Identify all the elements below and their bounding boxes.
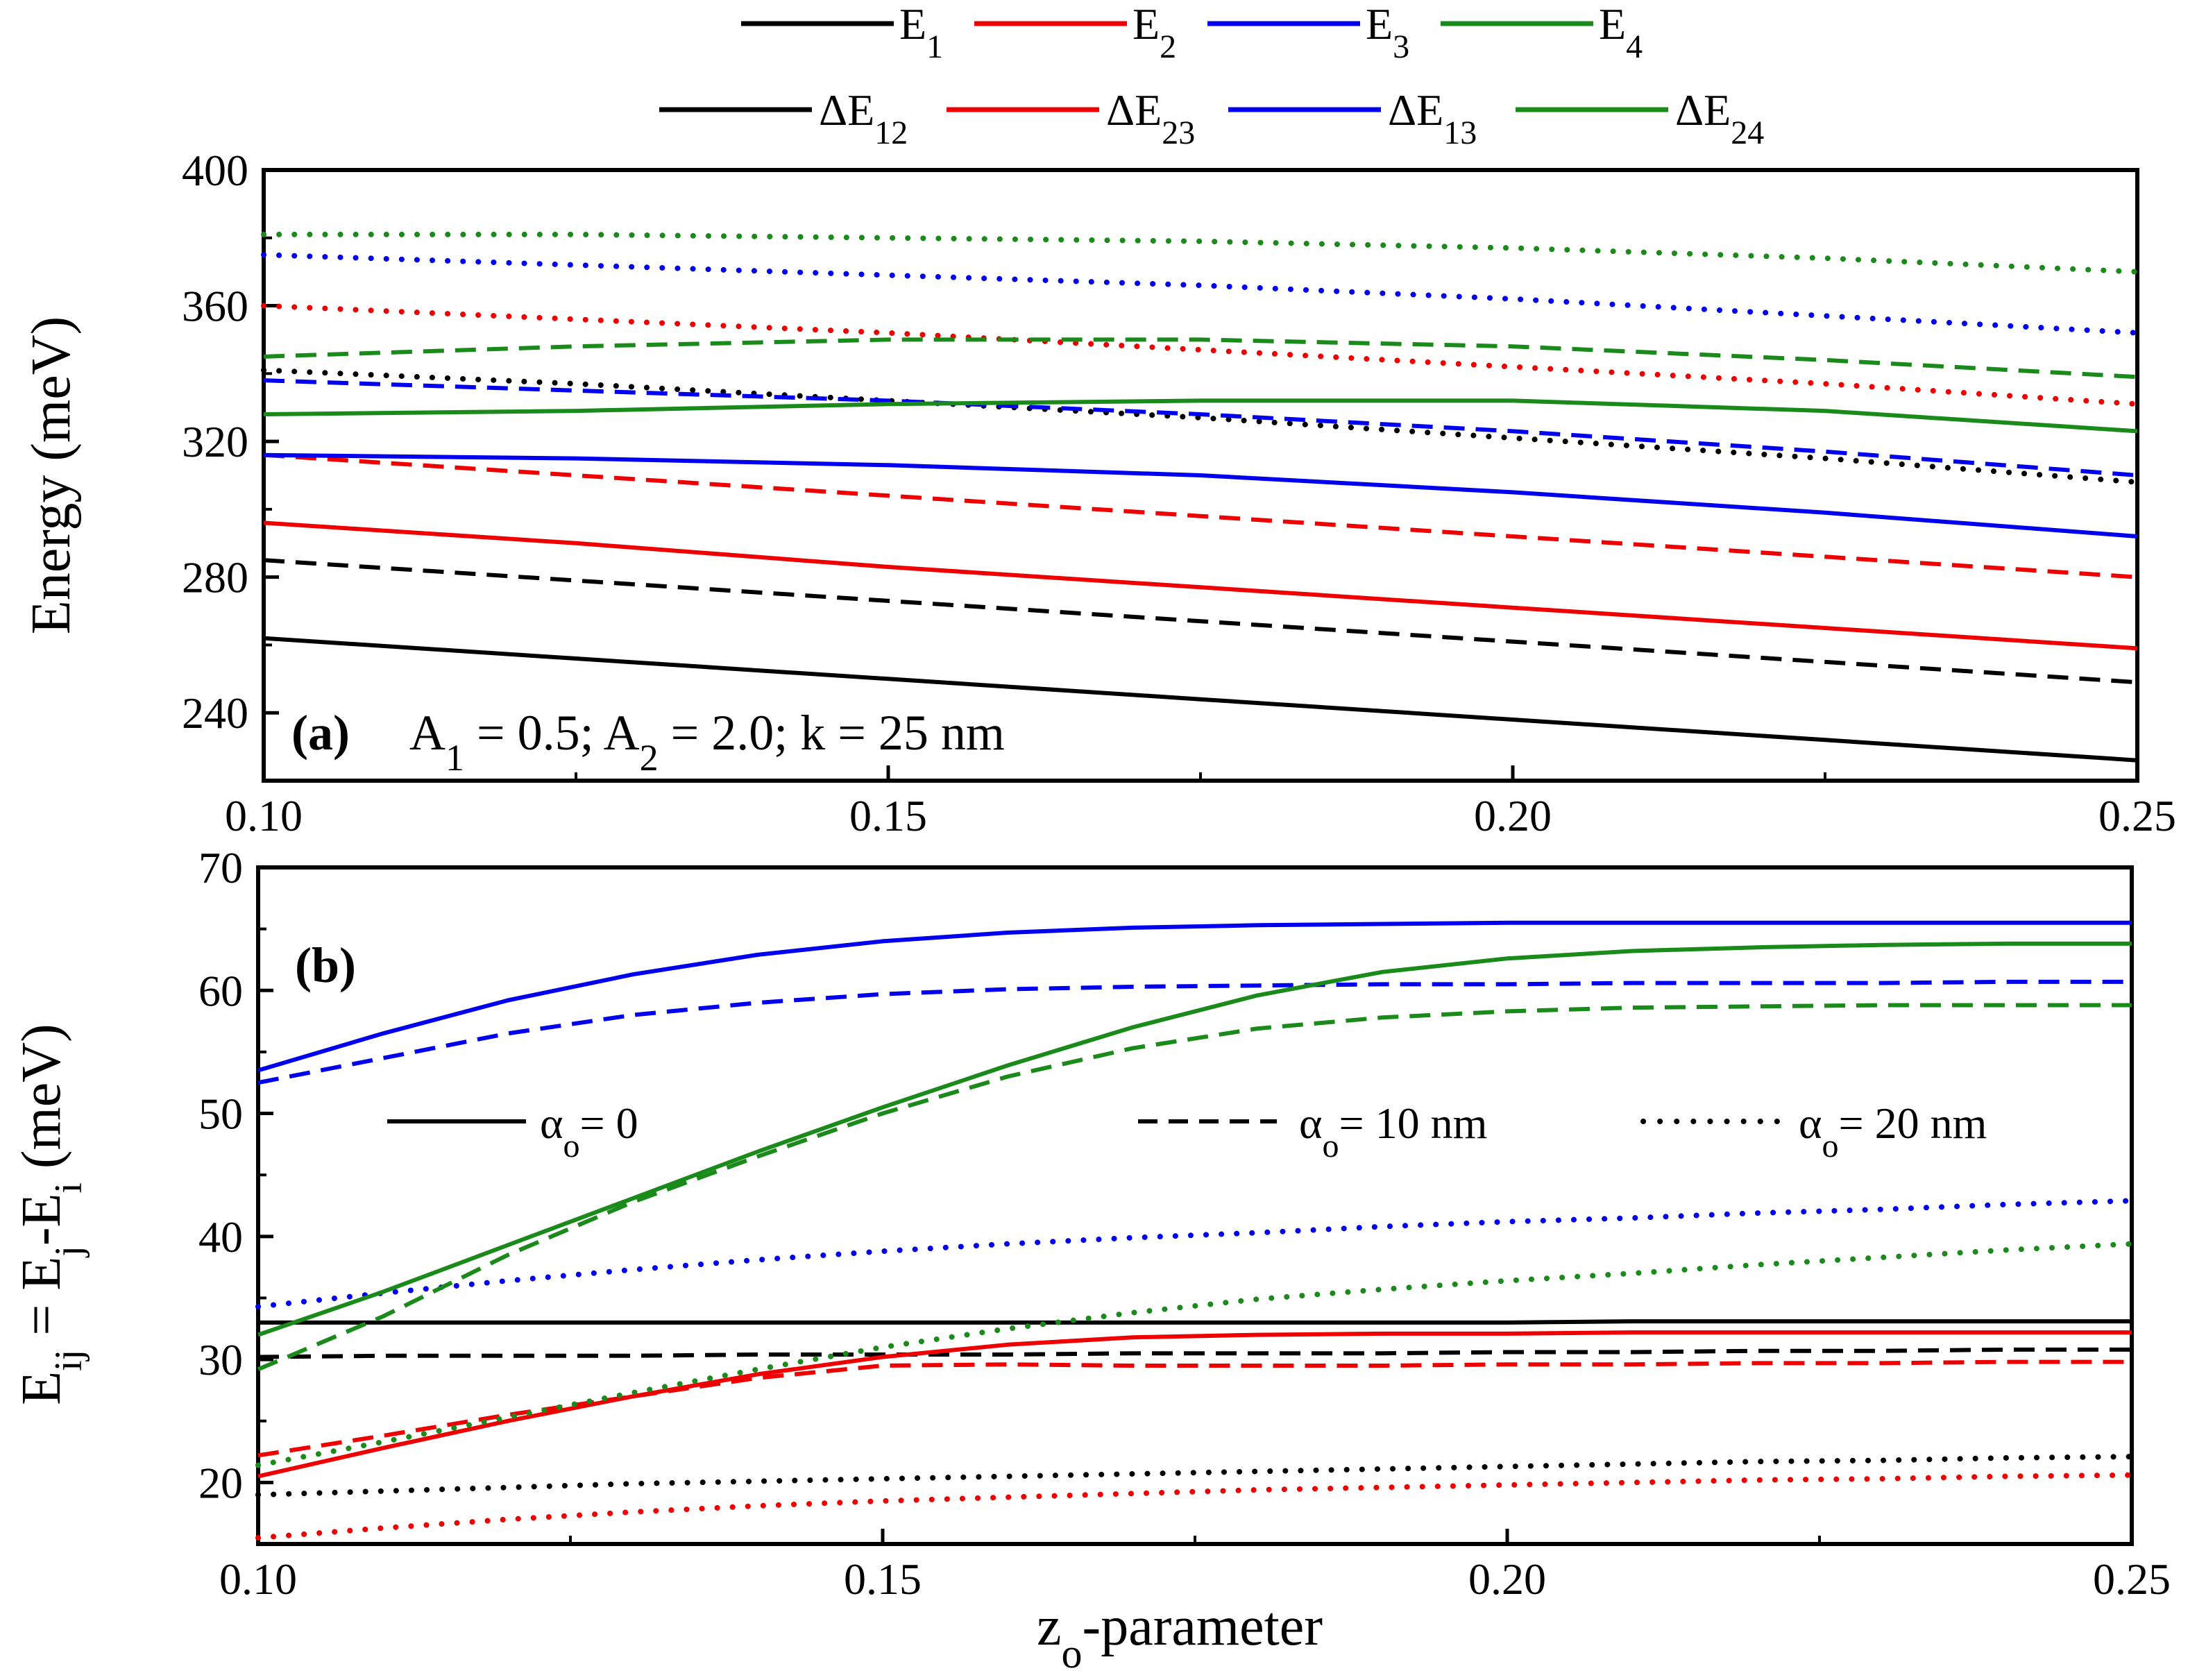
- x-tick-label: 0.15: [844, 1554, 922, 1604]
- legend-label-e4: E4: [1599, 0, 1643, 65]
- series-line: E1 (α=0): [263, 636, 2138, 763]
- legend-label-e1: E1: [899, 0, 943, 65]
- x-tick-label: 0.10: [219, 1554, 297, 1604]
- panel-b-y-axis-label: Eij = Ej-Ei (meV): [11, 1024, 90, 1405]
- series-line: ΔE12 (α=0): [258, 1319, 2132, 1325]
- legend-label-de23: ΔE23: [1106, 85, 1195, 151]
- y-tick-label: 40: [198, 1212, 243, 1262]
- y-tick-label: 280: [182, 553, 248, 602]
- series-line: ΔE13 (α=0): [257, 920, 2132, 1073]
- x-tick-label: 0.25: [2098, 791, 2176, 840]
- series-line: ΔE23 (α=0): [257, 1330, 2132, 1479]
- y-tick-label: 360: [182, 282, 248, 331]
- series-line: E1 (α=20 nm): [261, 367, 2140, 485]
- series-line: E3 (α=20 nm): [261, 252, 2140, 336]
- series-line: ΔE23 (α=10 nm): [257, 1359, 2132, 1458]
- series-legend: E1 E2 E3 E4 ΔE12 ΔE23 ΔE13 ΔE24: [659, 0, 1764, 151]
- series-line: E2 (α=0): [263, 520, 2138, 651]
- style-legend-solid-label: αo= 0: [540, 1098, 638, 1164]
- x-tick-label: 0.15: [849, 791, 927, 840]
- series-line: E4 (α=0): [263, 398, 2138, 434]
- style-legend: αo= 0 αo= 10 nm αo= 20 nm: [387, 1098, 1987, 1164]
- param-k-value: 25 nm: [879, 705, 1005, 761]
- panel-a-label: (a): [291, 705, 350, 761]
- series-line: ΔE12 (α=20 nm): [255, 1454, 2135, 1498]
- x-tick-label: 0.10: [225, 791, 303, 840]
- x-tick-label: 0.20: [1468, 1554, 1546, 1604]
- series-line: ΔE24 (α=20 nm): [255, 1241, 2135, 1468]
- param-a1-sub: 1: [446, 737, 464, 779]
- series-line: E3 (α=0): [263, 452, 2138, 538]
- series-line: ΔE13 (α=10 nm): [257, 979, 2132, 1085]
- param-a2-sub: 2: [640, 737, 659, 779]
- y-tick-label: 320: [182, 417, 248, 466]
- y-tick-label: 30: [198, 1335, 243, 1384]
- y-tick-label: 20: [198, 1458, 243, 1507]
- panel-b-frame: [256, 865, 2134, 1546]
- panel-b-label: (b): [295, 937, 356, 993]
- series-line: ΔE12 (α=10 nm): [257, 1347, 2132, 1359]
- legend-label-e2: E2: [1133, 0, 1176, 65]
- series-line: ΔE13 (α=20 nm): [255, 1198, 2135, 1309]
- x-tick-label: 0.25: [2093, 1554, 2171, 1604]
- panel-a-y-axis-label: Energy (meV): [21, 316, 82, 634]
- legend-label-de24: ΔE24: [1675, 85, 1764, 151]
- panel-a-series: E1 (α=0)E1 (α=10 nm) E1 (α=20 nm) E2 (α=0)…: [261, 231, 2140, 763]
- series-line: E3 (α=10 nm): [263, 378, 2138, 477]
- panel-b-ticks: 0.10 0.15 0.20 0.25 20 30 40 50 60 70: [198, 843, 2171, 1604]
- series-line: E2 (α=20 nm): [261, 303, 2140, 407]
- param-a2-value: 2.0: [711, 705, 774, 761]
- style-legend-dashed-label: αo= 10 nm: [1299, 1098, 1487, 1164]
- y-tick-label: 50: [198, 1089, 243, 1139]
- param-a1-value: 0.5: [518, 705, 580, 761]
- series-line: E1 (α=10 nm): [263, 558, 2138, 685]
- y-tick-label: 400: [182, 146, 248, 195]
- y-tick-label: 60: [198, 966, 243, 1015]
- style-legend-dotted-label: αo= 20 nm: [1799, 1098, 1987, 1164]
- y-tick-label: 240: [182, 688, 248, 738]
- panel-a: 0.10 0.15 0.20 0.25 240 280 320 360 400 E1 (α=0)…: [21, 146, 2176, 840]
- legend-label-e3: E3: [1366, 0, 1409, 65]
- y-tick-label: 70: [198, 843, 243, 892]
- legend-label-de12: ΔE12: [819, 85, 908, 151]
- series-line: ΔE24 (α=10 nm): [257, 1003, 2132, 1372]
- series-line: E4 (α=20 nm): [261, 231, 2140, 275]
- legend-label-de13: ΔE13: [1388, 85, 1477, 151]
- panel-b-x-axis-label: zo-parameter: [1037, 1596, 1323, 1677]
- panel-a-ticks: 0.10 0.15 0.20 0.25 240 280 320 360 400: [182, 146, 2176, 840]
- series-line: ΔE24 (α=0): [257, 941, 2132, 1337]
- series-line: E2 (α=10 nm): [263, 452, 2138, 579]
- x-tick-label: 0.20: [1474, 791, 1552, 840]
- panel-a-parameters: A1 = 0.5; A2 = 2.0; k = 25 nm: [409, 705, 1005, 779]
- series-line: ΔE23 (α=20 nm): [255, 1472, 2135, 1541]
- panel-b-series: ΔE12 (α=0)ΔE12 (α=10 nm)ΔE12 (α=20 nm)ΔE…: [255, 920, 2135, 1541]
- series-line: E4 (α=10 nm): [263, 337, 2138, 380]
